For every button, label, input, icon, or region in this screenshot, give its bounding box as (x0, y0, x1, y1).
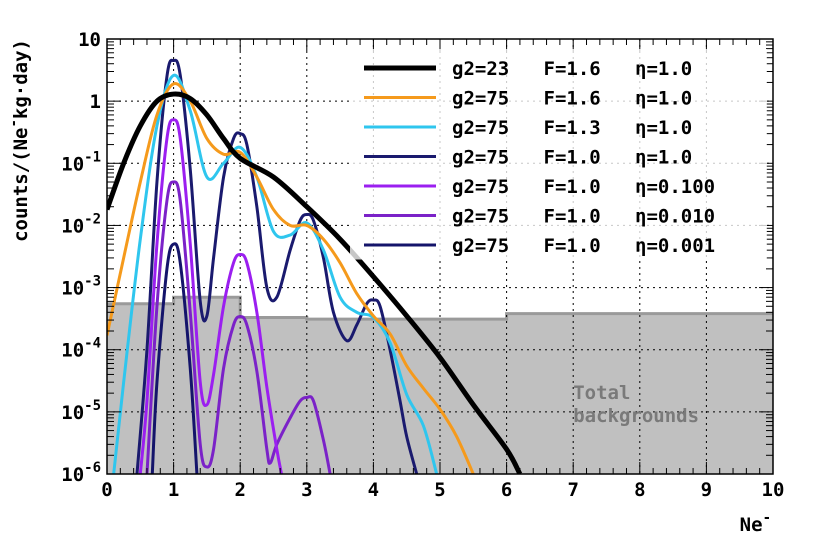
legend-label-6: g2=75 F=1.0 η=0.001 (452, 235, 715, 257)
legend-label-5: g2=75 F=1.0 η=0.010 (452, 206, 715, 228)
y-tick-label: 10 (78, 29, 101, 51)
x-axis-title: Ne- (740, 510, 771, 536)
y-tick-label: 10-3 (61, 274, 101, 300)
x-tick-label: 8 (634, 479, 645, 501)
legend-label-3: g2=75 F=1.0 η=1.0 (452, 147, 692, 169)
series-line-5 (145, 180, 332, 474)
y-tick-label: 10-6 (61, 460, 101, 486)
series-line-6 (150, 242, 199, 474)
series-line-2 (112, 73, 439, 474)
x-tick-label: 7 (567, 479, 578, 501)
axes-frame-layer (106, 38, 774, 475)
x-tick-label: 1 (168, 479, 179, 501)
text-layer: 0 1 2 3 4 5 6 7 8 9 10 10-6 10-5 10-4 10-3 10-2 10-1 1 10 N… (6, 29, 784, 536)
legend-label-1: g2=75 F=1.6 η=1.0 (452, 88, 692, 110)
x-tick-label: 10 (762, 479, 785, 501)
legend-label-0: g2=23 F=1.6 η=1.0 (452, 58, 692, 80)
series-line-4 (138, 118, 283, 474)
y-tick-label: 10-4 (61, 336, 101, 362)
legend-label-2: g2=75 F=1.3 η=1.0 (452, 117, 692, 139)
legend-box (350, 49, 767, 260)
x-tick-label: 5 (434, 479, 445, 501)
x-tick-label: 2 (234, 479, 245, 501)
y-tick-label: 10-2 (61, 211, 101, 237)
y-tick-label: 10-5 (61, 398, 101, 424)
annotation-line-2: backgrounds (573, 405, 699, 427)
curves-layer (107, 58, 523, 474)
x-tick-label: 4 (368, 479, 379, 501)
series-line-0 (107, 91, 523, 474)
y-axis-title: counts/(Ne-kg·day) (6, 39, 32, 242)
x-tick-label: 9 (701, 479, 712, 501)
y-tick-label: 10-1 (61, 149, 101, 175)
x-tick-label: 3 (301, 479, 312, 501)
y-tick-label: 1 (90, 91, 101, 113)
legend: g2=23 F=1.6 η=1.0 g2=75 F=1.6 η=1.0 g2=75 … (350, 49, 767, 260)
legend-label-4: g2=75 F=1.0 η=0.100 (452, 176, 715, 198)
x-tick-label: 6 (501, 479, 512, 501)
x-tick-label: 0 (101, 479, 112, 501)
series-line-3 (135, 58, 419, 474)
annotation-line-1: Total (573, 382, 630, 404)
